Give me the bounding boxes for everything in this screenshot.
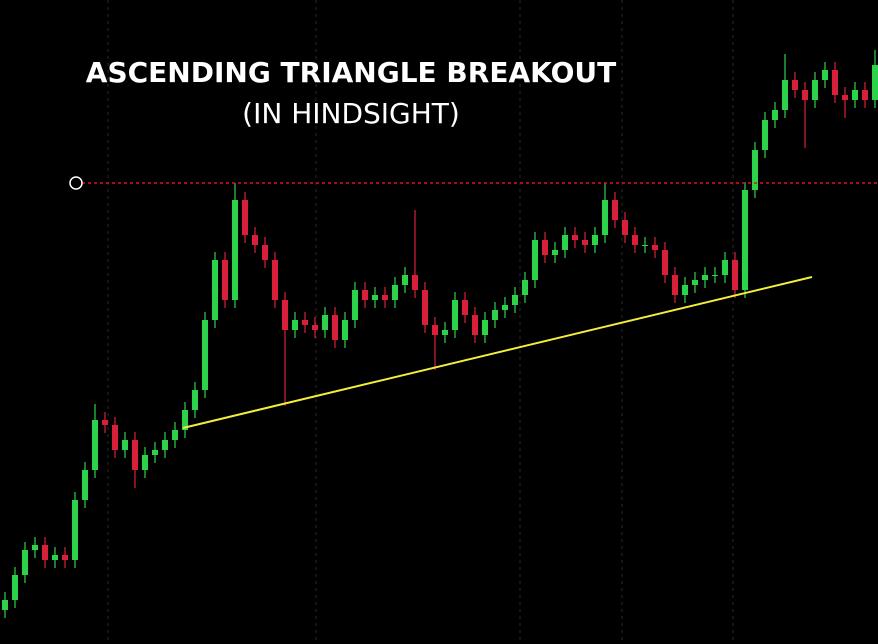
candle-body (752, 150, 758, 190)
plot-area (2, 50, 878, 618)
candle-body (792, 80, 798, 90)
candle-body (12, 575, 18, 600)
candle-body (742, 190, 748, 290)
candle-body (152, 450, 158, 455)
candle-body (412, 275, 418, 290)
candle-body (452, 300, 458, 330)
candle-body (182, 410, 188, 430)
candle-body (192, 390, 198, 410)
candle-body (352, 290, 358, 320)
candle-body (142, 455, 148, 470)
candle-body (732, 260, 738, 290)
candle-body (852, 90, 858, 100)
candle-body (242, 200, 248, 235)
candle-body (712, 275, 718, 276)
candle-body (212, 260, 218, 320)
candle-body (252, 235, 258, 245)
candle-body (322, 315, 328, 330)
candle-body (462, 300, 468, 315)
candle-body (652, 245, 658, 250)
support-line (182, 276, 813, 429)
candle-body (812, 80, 818, 100)
candle-body (122, 440, 128, 450)
candle-body (232, 200, 238, 300)
candle-body (502, 305, 508, 310)
candle-body (112, 425, 118, 450)
candle-body (102, 420, 108, 425)
candle-body (62, 555, 68, 560)
candle-body (202, 320, 208, 390)
candle-body (362, 290, 368, 300)
candle-body (682, 285, 688, 295)
candle-body (802, 90, 808, 100)
chart-subtitle: (IN HINDSIGHT) (242, 97, 460, 130)
chart-title: ASCENDING TRIANGLE BREAKOUT (86, 56, 616, 89)
candle-body (422, 290, 428, 325)
candle-body (772, 110, 778, 120)
candle-body (92, 420, 98, 470)
candle-body (442, 330, 448, 335)
candle-body (832, 70, 838, 95)
candle-body (222, 260, 228, 300)
candle-body (272, 260, 278, 300)
candle-body (602, 200, 608, 235)
candle-body (392, 285, 398, 300)
candle-body (2, 600, 8, 610)
candle-body (52, 555, 58, 560)
candle-body (162, 440, 168, 450)
resistance-marker (69, 176, 83, 190)
candle-body (492, 310, 498, 320)
candle-body (472, 315, 478, 335)
candle-body (692, 280, 698, 285)
candle-body (72, 500, 78, 560)
candle-body (82, 470, 88, 500)
candle-body (592, 235, 598, 245)
candle-body (292, 320, 298, 330)
candle-body (332, 315, 338, 340)
candle-body (262, 245, 268, 260)
candle-body (872, 65, 878, 100)
candle-body (512, 295, 518, 305)
candle-body (822, 70, 828, 80)
candle-body (22, 550, 28, 575)
candle-body (42, 545, 48, 560)
candle-body (762, 120, 768, 150)
candle-body (552, 250, 558, 255)
candle-body (662, 250, 668, 275)
candle-body (562, 235, 568, 250)
candle-body (342, 320, 348, 340)
candle-body (722, 260, 728, 275)
candle-body (522, 280, 528, 295)
candle-body (572, 235, 578, 240)
candle-body (372, 295, 378, 300)
candle-body (482, 320, 488, 335)
candle-body (542, 240, 548, 255)
candle-body (612, 200, 618, 220)
candle-body (32, 545, 38, 550)
candle-body (532, 240, 538, 280)
candle-body (172, 430, 178, 440)
candle-body (862, 90, 868, 100)
candle-body (622, 220, 628, 235)
candle-body (782, 80, 788, 110)
candle-body (672, 275, 678, 295)
candle-body (382, 295, 388, 300)
candle-body (582, 240, 588, 245)
candle-body (842, 95, 848, 100)
candle-body (302, 320, 308, 325)
candle-body (642, 245, 648, 246)
candle-body (432, 325, 438, 335)
candle-body (702, 275, 708, 280)
candle-body (402, 275, 408, 285)
candle-body (632, 235, 638, 245)
candle-body (132, 440, 138, 470)
candle-body (312, 325, 318, 330)
candle-body (282, 300, 288, 330)
